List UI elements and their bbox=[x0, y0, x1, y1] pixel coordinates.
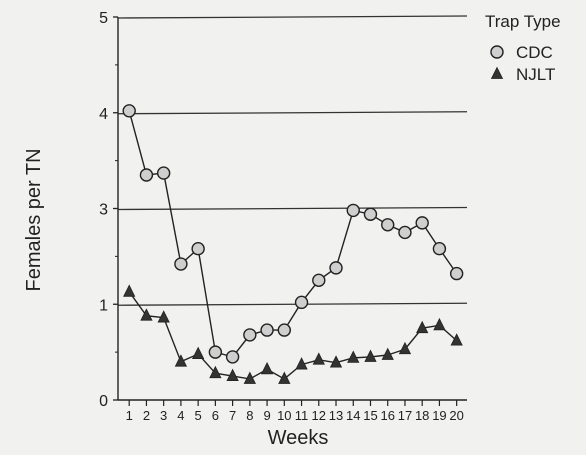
cdc-point bbox=[398, 225, 412, 240]
x-tick-label: 14 bbox=[346, 408, 360, 423]
gridline bbox=[117, 302, 468, 306]
y-tick-label: 1 bbox=[99, 297, 108, 314]
gridline bbox=[117, 111, 468, 115]
x-tick-label: 16 bbox=[380, 408, 394, 423]
series-cdc bbox=[122, 104, 464, 364]
x-tick-label: 3 bbox=[160, 408, 167, 423]
y-tick-label: 0 bbox=[99, 393, 108, 410]
y-tick-label: 5 bbox=[99, 10, 108, 27]
njlt-point bbox=[295, 357, 308, 370]
njlt-point bbox=[260, 361, 274, 375]
cdc-point bbox=[277, 323, 292, 337]
legend-label-cdc: CDC bbox=[516, 43, 553, 62]
y-axis-title: Females per TN bbox=[23, 148, 45, 291]
gridline bbox=[117, 15, 468, 19]
legend-label-njlt: NJLT bbox=[516, 65, 555, 84]
y-tick-label: 4 bbox=[99, 106, 108, 123]
cdc-point bbox=[363, 207, 378, 221]
cdc-point bbox=[156, 166, 171, 180]
legend: Trap Type CDC NJLT bbox=[485, 12, 561, 84]
x-tick-label: 9 bbox=[263, 408, 270, 423]
cdc-point bbox=[208, 345, 223, 359]
cdc-point bbox=[191, 242, 205, 256]
grid bbox=[117, 15, 468, 306]
cdc-point bbox=[294, 295, 309, 310]
cdc-point bbox=[432, 242, 447, 256]
x-tick-label: 5 bbox=[195, 408, 202, 423]
x-tick-label: 20 bbox=[449, 408, 463, 423]
njlt-point bbox=[174, 354, 188, 367]
cdc-point bbox=[174, 257, 188, 271]
cdc-point bbox=[225, 350, 240, 364]
y-tick-label: 3 bbox=[99, 202, 108, 219]
x-tick-label: 13 bbox=[329, 408, 343, 423]
njlt-point bbox=[191, 346, 205, 359]
x-tick-label: 2 bbox=[143, 408, 150, 423]
x-tick-label: 10 bbox=[277, 408, 291, 423]
x-axis-title: Weeks bbox=[268, 427, 329, 449]
njlt-point bbox=[209, 365, 222, 379]
njlt-point bbox=[140, 308, 153, 321]
cdc-point bbox=[312, 273, 326, 288]
cdc-point bbox=[139, 168, 154, 182]
njlt-point bbox=[450, 333, 463, 346]
njlt-point bbox=[226, 368, 239, 381]
series-njlt bbox=[123, 284, 463, 384]
legend-marker-cdc bbox=[490, 45, 504, 59]
njlt-point bbox=[278, 371, 291, 384]
gridline bbox=[117, 206, 468, 211]
x-tick-label: 15 bbox=[363, 408, 377, 423]
njlt-point bbox=[329, 355, 343, 368]
legend-marker-njlt bbox=[490, 66, 504, 79]
cdc-point bbox=[329, 261, 343, 275]
x-tick-label: 19 bbox=[432, 408, 446, 423]
njlt-point bbox=[416, 320, 429, 334]
njlt-point bbox=[364, 349, 377, 362]
njlt-point bbox=[398, 341, 412, 355]
njlt-point bbox=[123, 284, 136, 297]
x-tick-label: 11 bbox=[295, 408, 309, 423]
njlt-point bbox=[243, 371, 256, 384]
njlt-point bbox=[347, 350, 360, 363]
njlt-point bbox=[157, 310, 170, 323]
legend-title: Trap Type bbox=[485, 12, 561, 31]
x-tick-label: 8 bbox=[246, 408, 253, 423]
x-tick-label: 18 bbox=[415, 408, 429, 423]
njlt-point bbox=[381, 347, 394, 360]
x-tick-label: 17 bbox=[398, 408, 412, 423]
cdc-point bbox=[260, 323, 274, 337]
series-layer bbox=[122, 104, 464, 384]
x-tick-label: 12 bbox=[312, 408, 326, 423]
cdc-point bbox=[415, 216, 429, 230]
x-tick-label: 4 bbox=[177, 408, 184, 423]
cdc-point bbox=[346, 203, 360, 218]
njlt-point bbox=[433, 317, 446, 331]
cdc-point bbox=[381, 218, 395, 232]
njlt-point bbox=[312, 352, 325, 365]
cdc-point bbox=[449, 266, 464, 281]
x-tick-label: 7 bbox=[229, 408, 236, 423]
x-tick-label: 1 bbox=[126, 408, 133, 423]
x-tick-label: 6 bbox=[212, 408, 219, 423]
cdc-point bbox=[122, 104, 136, 118]
cdc-point bbox=[243, 328, 257, 342]
